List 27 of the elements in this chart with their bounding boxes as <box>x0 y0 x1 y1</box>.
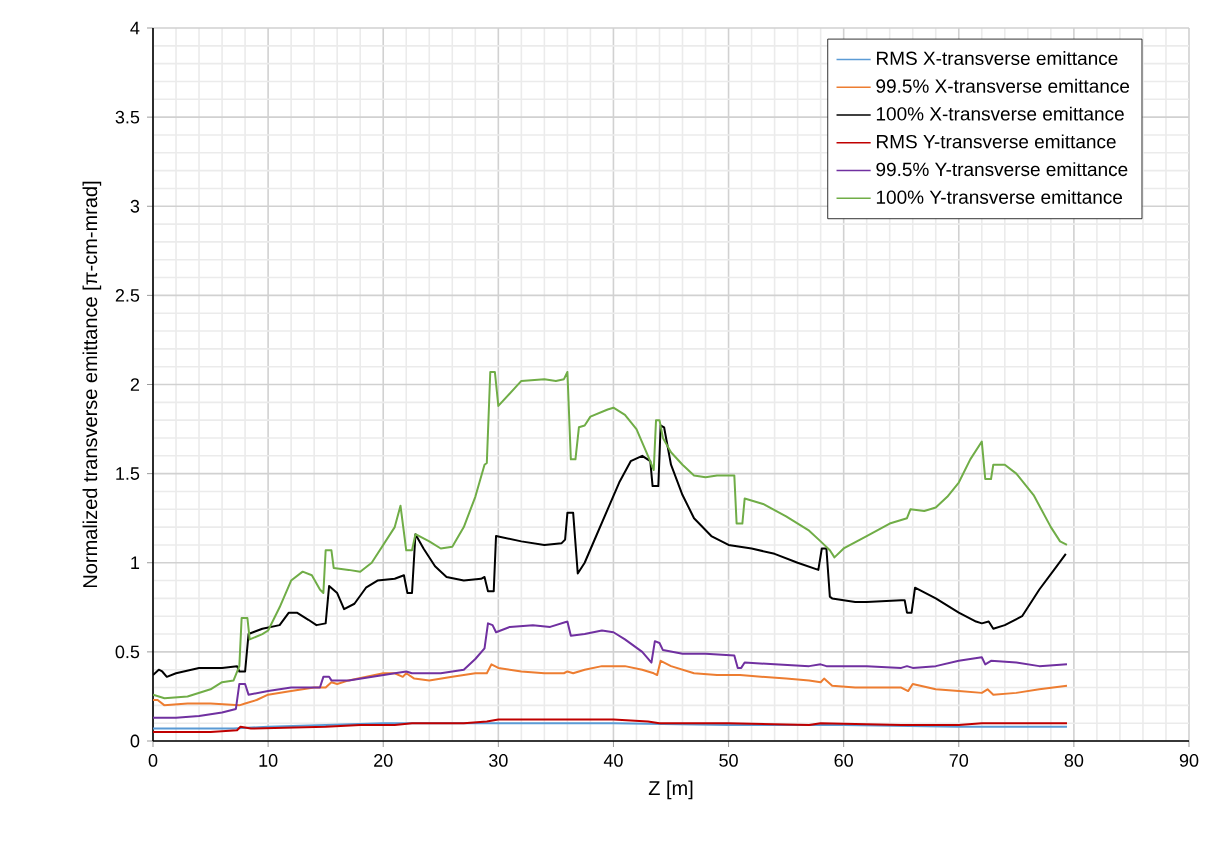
y-tick-label: 3.5 <box>115 110 140 124</box>
y-tick-label: 4 <box>130 21 140 35</box>
x-tick-label: 80 <box>1064 754 1084 767</box>
x-tick-label: 70 <box>949 754 969 767</box>
x-tick-label: 40 <box>603 754 623 767</box>
y-axis-title: Normalized transverse emittance [π-cm-mrad] <box>82 181 102 588</box>
legend-label: 99.5% X-transverse emittance <box>876 78 1130 93</box>
legend-label: 100% Y-transverse emittance <box>876 189 1123 204</box>
legend-label: 100% X-transverse emittance <box>876 106 1124 121</box>
y-tick-label: 1 <box>131 556 140 569</box>
x-tick-label: 30 <box>489 754 508 767</box>
x-tick-label: 90 <box>1179 754 1199 767</box>
x-tick-label: 0 <box>148 754 158 767</box>
legend-label: 99.5% Y-transverse emittance <box>876 162 1128 177</box>
x-axis-title: Z [m] <box>648 780 693 800</box>
legend-label: RMS Y-transverse emittance <box>877 134 1116 149</box>
y-tick-label: 2 <box>130 378 140 391</box>
x-tick-label: 10 <box>259 754 278 767</box>
y-tick-label: 1.5 <box>116 467 140 480</box>
x-tick-label: 50 <box>719 754 738 767</box>
y-tick-label: 0 <box>130 734 140 748</box>
legend-label: RMS X-transverse emittance <box>877 51 1118 66</box>
y-tick-label: 0.5 <box>115 645 140 659</box>
x-tick-label: 60 <box>834 754 853 767</box>
y-tick-label: 2.5 <box>115 289 140 302</box>
x-tick-label: 20 <box>374 754 393 767</box>
y-tick-label: 3 <box>130 199 140 213</box>
